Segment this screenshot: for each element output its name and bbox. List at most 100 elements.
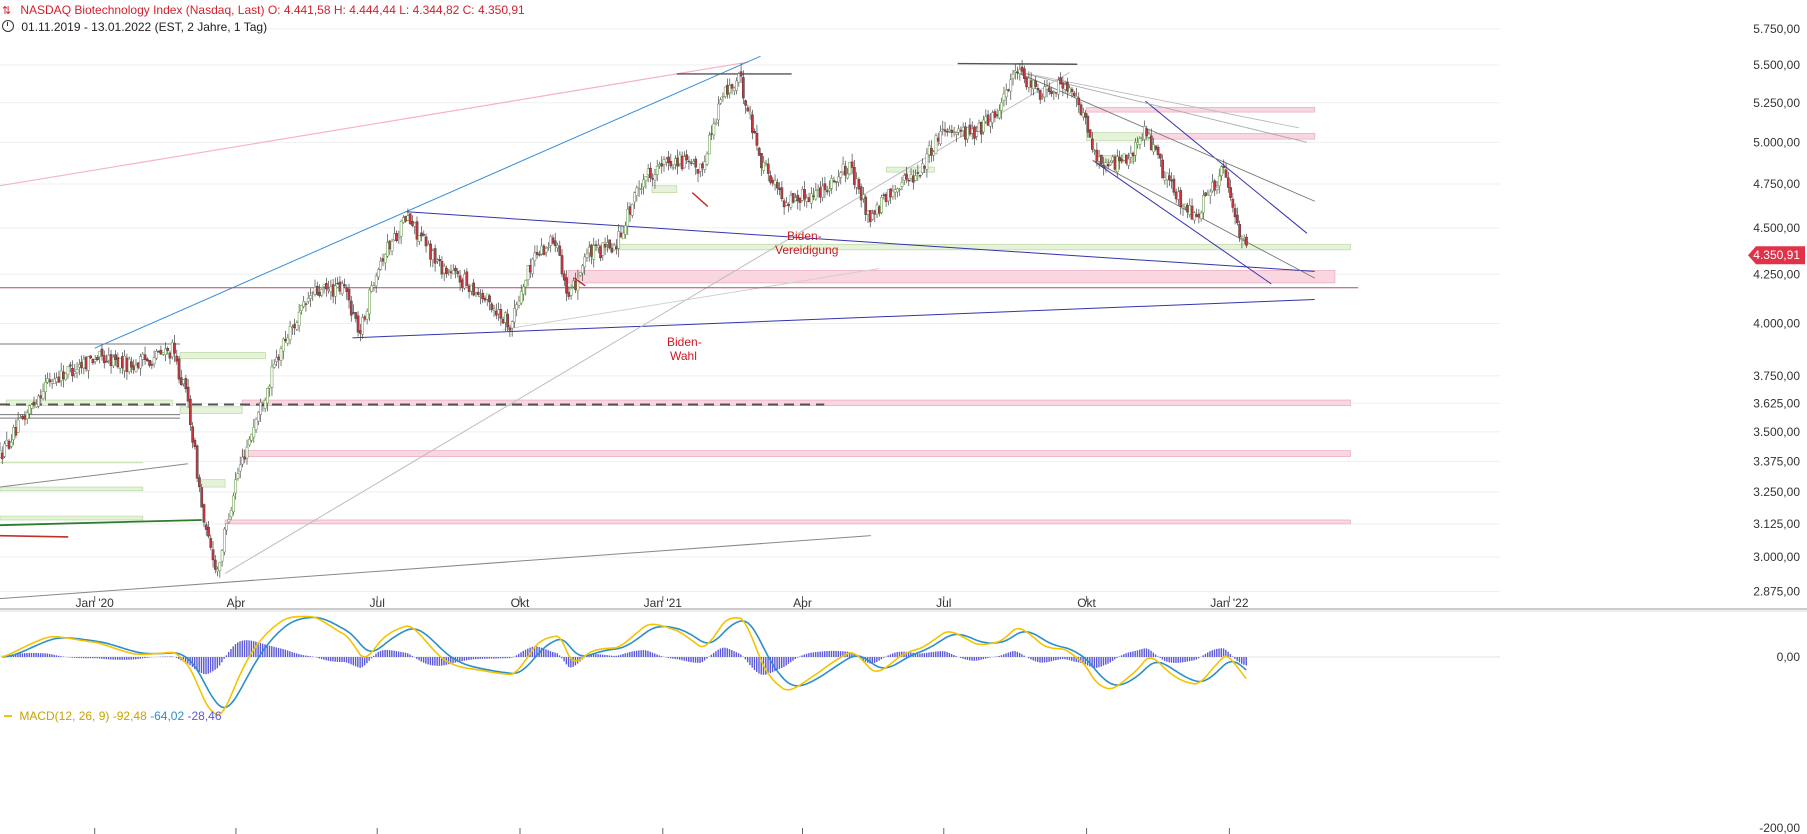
macd-histogram-bar (1191, 657, 1193, 661)
macd-histogram-bar (792, 657, 794, 661)
candle (1013, 64, 1017, 80)
instrument-title[interactable]: NASDAQ Biotechnology Index (Nasdaq, Last… (20, 3, 265, 17)
macd-histogram-bar (613, 655, 615, 657)
candle (547, 242, 550, 251)
macd-histogram-bar (495, 657, 497, 659)
candle (223, 527, 226, 556)
candle-body (397, 237, 401, 240)
macd-histogram-bar (1064, 657, 1066, 660)
candle (225, 523, 228, 536)
macd-histogram-bar (533, 646, 536, 657)
candle (161, 351, 165, 357)
candle-body (198, 477, 201, 488)
candle-body (984, 116, 988, 122)
macd-histogram-bar (606, 655, 608, 657)
macd-histogram-bar (44, 653, 46, 657)
candle (329, 279, 333, 300)
macd-histogram-bar (896, 652, 898, 657)
candle-body (499, 309, 503, 319)
candle-body (431, 250, 435, 261)
candle-body (268, 385, 272, 389)
x-tick-label: Apr (793, 596, 812, 610)
support-zone (0, 486, 144, 492)
candle-body (1004, 89, 1008, 98)
candle (191, 421, 194, 449)
candle-body (1161, 159, 1164, 179)
candle-body (1165, 172, 1169, 181)
macd-histogram-bar (1127, 652, 1130, 657)
macd-histogram-bar (420, 657, 423, 662)
candle-body (442, 266, 446, 274)
candle-body (528, 265, 532, 273)
macd-histogram-bar (1068, 657, 1071, 661)
candle (1109, 160, 1112, 166)
macd-tick-neg: -200,00 (1759, 821, 1800, 834)
macd-color-swatch (4, 715, 12, 717)
candle-body (751, 114, 754, 133)
candle-body (846, 173, 849, 179)
macd-histogram-bar (1003, 654, 1005, 657)
macd-histogram-bar (948, 652, 951, 657)
macd-label[interactable]: MACD(12, 26, 9) (19, 709, 110, 723)
macd-histogram-bar (110, 657, 112, 660)
macd-histogram-bar (425, 657, 427, 664)
candle-body (447, 269, 451, 272)
candle (277, 354, 281, 369)
candle (123, 349, 126, 378)
macd-histogram-bar (531, 646, 534, 657)
candle (50, 378, 54, 389)
candle-body (492, 308, 496, 311)
candle (474, 291, 478, 298)
macd-histogram-bar (137, 657, 139, 659)
candle (234, 472, 238, 500)
candle-body (572, 280, 575, 288)
candle-body (105, 360, 108, 363)
candle (1145, 125, 1149, 140)
candle (850, 153, 854, 175)
candle-body (893, 189, 897, 193)
candle-body (916, 172, 920, 174)
candle-body (1020, 66, 1024, 72)
candle-body (57, 376, 61, 383)
macd-histogram-bar (561, 657, 563, 659)
candle-body (64, 373, 68, 381)
candle-body (547, 246, 550, 249)
candle (383, 253, 387, 271)
candle (84, 355, 88, 372)
candle-body (1063, 84, 1067, 90)
candle (1066, 77, 1069, 99)
candle-body (531, 258, 534, 274)
candle (1177, 186, 1180, 206)
candle (270, 359, 274, 396)
candle (1095, 142, 1099, 167)
candle-body (46, 378, 49, 383)
candle (352, 304, 355, 315)
macd-histogram-bar (871, 657, 873, 664)
macd-histogram-bar (103, 657, 105, 659)
candle (1115, 149, 1119, 178)
candle (887, 189, 890, 206)
candle-body (48, 379, 52, 383)
clock-icon (2, 20, 14, 32)
candle-body (637, 187, 641, 190)
macd-histogram-bar (271, 646, 273, 657)
macd-histogram-bar (932, 651, 935, 657)
candle-body (717, 103, 720, 121)
candle (615, 239, 618, 255)
candle (456, 268, 460, 278)
macd-histogram-bar (1222, 648, 1225, 657)
candle (345, 284, 349, 300)
y-tick-label: 2.875,00 (1753, 585, 1800, 599)
candle (780, 181, 784, 202)
candle-body (204, 524, 208, 530)
candle (236, 467, 240, 481)
candle (603, 237, 607, 256)
candle-body (712, 123, 716, 136)
last-price-badge-bg (1748, 246, 1805, 265)
candle (1188, 198, 1192, 218)
period-range[interactable]: 01.11.2019 - 13.01.2022 (EST, 2 Jahre, 1… (21, 20, 268, 34)
candle (925, 148, 929, 178)
macd-histogram-bar (601, 654, 604, 657)
candle-body (1188, 205, 1192, 215)
